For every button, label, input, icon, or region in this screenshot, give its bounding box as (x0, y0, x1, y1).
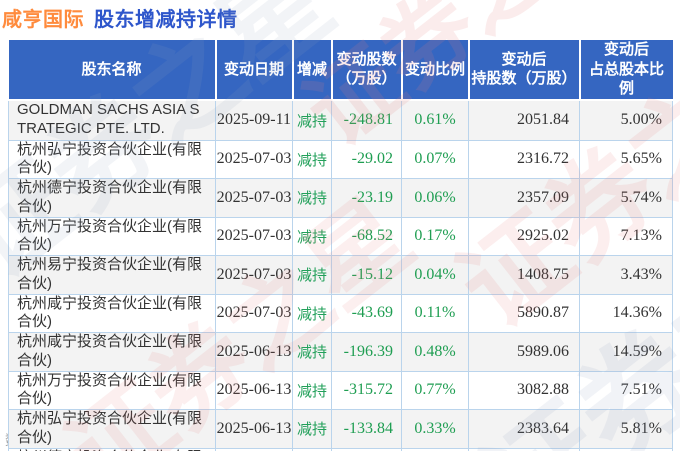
table-header: 股东名称 变动日期 增减 变动股数 （万股） 变动比例 变动后 持股数（万股） … (8, 40, 673, 101)
pct-after: 5.00% (579, 99, 673, 141)
change-shares: -29.02 (331, 139, 402, 179)
shareholder-name: 杭州弘宁投资合伙企业(有限合伙) (8, 409, 216, 449)
change-shares: -248.81 (331, 99, 402, 141)
shareholder-name: 杭州易宁投资合伙企业(有限合伙) (8, 255, 216, 295)
header-action: 增减 (292, 40, 333, 101)
table-row: 杭州弘宁投资合伙企业(有限合伙) 2025-07-03 减持 -29.02 0.… (8, 139, 673, 179)
pct-after: 14.59% (579, 332, 673, 372)
table-row: 杭州弘宁投资合伙企业(有限合伙) 2025-06-13 减持 -133.84 0… (8, 409, 673, 449)
shareholder-name: 杭州德宁投资合伙企业(有限合伙) (8, 178, 216, 218)
change-ratio: 0.48% (401, 332, 469, 372)
change-shares: -43.69 (331, 293, 402, 333)
change-date: 2025-06-13 (215, 332, 293, 372)
header-shareholder-name: 股东名称 (8, 40, 217, 101)
action-label: 减持 (292, 178, 332, 218)
pct-after: 5.81% (579, 409, 673, 449)
table-row: 杭州德宁投资合伙企业(有限合伙) 2025-07-03 减持 -23.19 0.… (8, 178, 673, 218)
pct-after: 5.65% (579, 139, 673, 179)
action-label: 减持 (292, 370, 332, 410)
action-label: 减持 (292, 139, 332, 179)
change-date: 2025-07-03 (215, 178, 293, 218)
page-title: 咸亨国际 股东增减持详情 (2, 3, 238, 32)
shares-after: 2357.09 (468, 178, 580, 218)
change-shares: -315.72 (331, 370, 402, 410)
shareholder-name: 杭州弘宁投资合伙企业(有限合伙) (8, 139, 216, 179)
table-row: 杭州万宁投资合伙企业(有限合伙) 2025-07-03 减持 -68.52 0.… (8, 216, 673, 256)
pct-after: 5.74% (579, 178, 673, 218)
shares-after: 2316.72 (468, 139, 580, 179)
shareholder-name: 杭州万宁投资合伙企业(有限合伙) (8, 216, 216, 256)
change-ratio: 0.07% (401, 139, 469, 179)
shareholder-name: GOLDMAN SACHS ASIA S TRATEGIC PTE. LTD. (8, 99, 216, 141)
table-row: GOLDMAN SACHS ASIA S TRATEGIC PTE. LTD. … (8, 99, 673, 141)
change-date: 2025-07-03 (215, 255, 293, 295)
header-pct-after: 变动后 占总股本比例 (579, 40, 673, 101)
change-ratio: 0.04% (401, 255, 469, 295)
change-shares: -23.19 (331, 178, 402, 218)
change-date: 2025-07-03 (215, 139, 293, 179)
change-date: 2025-09-11 (215, 99, 293, 141)
pct-after: 7.13% (579, 216, 673, 256)
shareholder-name: 杭州咸宁投资合伙企业(有限合伙) (8, 332, 216, 372)
change-ratio: 0.17% (401, 216, 469, 256)
shares-after: 5890.87 (468, 293, 580, 333)
shares-after: 2383.64 (468, 409, 580, 449)
holdings-table: 股东名称 变动日期 增减 变动股数 （万股） 变动比例 变动后 持股数（万股） … (8, 40, 673, 451)
change-date: 2025-07-03 (215, 293, 293, 333)
change-shares: -68.52 (331, 216, 402, 256)
change-ratio: 0.11% (401, 293, 469, 333)
action-label: 减持 (292, 99, 332, 141)
table-row: 杭州咸宁投资合伙企业(有限合伙) 2025-07-03 减持 -43.69 0.… (8, 293, 673, 333)
pct-after: 5.87% (579, 447, 673, 451)
header-change-shares: 变动股数 （万股） (331, 40, 403, 101)
header-change-date: 变动日期 (215, 40, 294, 101)
pct-after: 3.43% (579, 255, 673, 295)
table-row: 杭州德宁投资合伙企业(有限合伙) 2025-06-13 减持 -106.93 0… (8, 447, 673, 451)
title-detail: 股东增减持详情 (94, 9, 238, 31)
action-label: 减持 (292, 409, 332, 449)
table-row: 杭州万宁投资合伙企业(有限合伙) 2025-06-13 减持 -315.72 0… (8, 370, 673, 410)
change-shares: -15.12 (331, 255, 402, 295)
shares-after: 2051.84 (468, 99, 580, 141)
shares-after: 2925.02 (468, 216, 580, 256)
action-label: 减持 (292, 293, 332, 333)
table-row: 杭州咸宁投资合伙企业(有限合伙) 2025-06-13 减持 -196.39 0… (8, 332, 673, 372)
action-label: 减持 (292, 332, 332, 372)
change-date: 2025-06-13 (215, 409, 293, 449)
shares-after: 1408.75 (468, 255, 580, 295)
change-date: 2025-07-03 (215, 216, 293, 256)
pct-after: 14.36% (579, 293, 673, 333)
change-ratio: 0.77% (401, 370, 469, 410)
title-company: 咸亨国际 (2, 9, 84, 31)
header-change-ratio: 变动比例 (401, 40, 470, 101)
change-ratio: 0.06% (401, 178, 469, 218)
shareholder-name: 杭州咸宁投资合伙企业(有限合伙) (8, 293, 216, 333)
change-shares: -196.39 (331, 332, 402, 372)
header-shares-after: 变动后 持股数（万股） (468, 40, 581, 101)
shares-after: 5989.06 (468, 332, 580, 372)
change-ratio: 0.61% (401, 99, 469, 141)
table-row: 杭州易宁投资合伙企业(有限合伙) 2025-07-03 减持 -15.12 0.… (8, 255, 673, 295)
action-label: 减持 (292, 216, 332, 256)
change-date: 2025-06-13 (215, 370, 293, 410)
change-ratio: 0.33% (401, 409, 469, 449)
shares-after: 3082.88 (468, 370, 580, 410)
change-shares: -133.84 (331, 409, 402, 449)
pct-after: 7.51% (579, 370, 673, 410)
shareholder-name: 杭州万宁投资合伙企业(有限合伙) (8, 370, 216, 410)
action-label: 减持 (292, 255, 332, 295)
